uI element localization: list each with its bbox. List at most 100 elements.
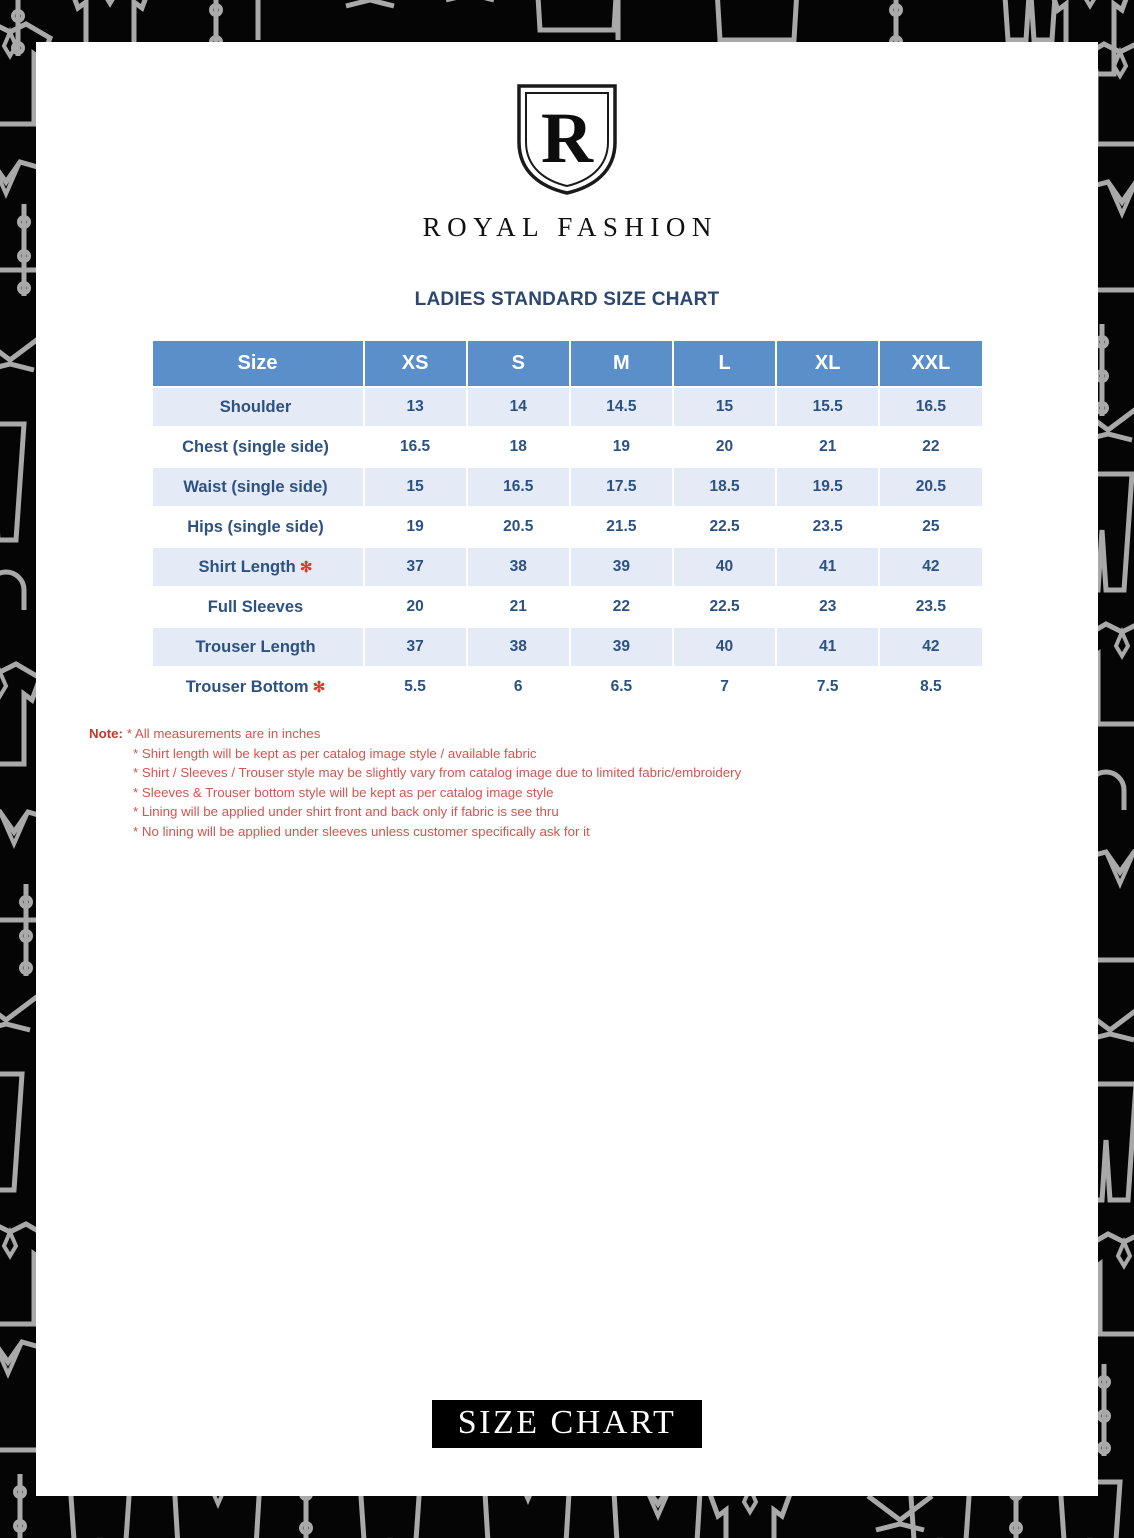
measurement-cell: 16.5 xyxy=(465,466,571,508)
page-title: LADIES STANDARD SIZE CHART xyxy=(414,289,720,310)
note-bullet: * xyxy=(133,823,139,839)
note-text: All measurements are in inches xyxy=(134,726,321,741)
column-header-xs: XS xyxy=(362,339,468,388)
measurement-cell: 21.5 xyxy=(568,506,674,548)
row-label-text: Trouser Bottom xyxy=(185,677,309,696)
note-text: Lining will be applied under shirt front… xyxy=(141,804,559,820)
note-line: * No lining will be applied under sleeve… xyxy=(133,822,1098,842)
required-asterisk-icon: ✻ xyxy=(295,558,313,576)
measurement-cell: 13 xyxy=(362,386,468,428)
note-label: Note: xyxy=(89,726,123,741)
note-line: * Sleeves & Trouser bottom style will be… xyxy=(133,783,1098,803)
measurement-cell: 40 xyxy=(671,626,778,668)
note-bullet: * xyxy=(133,784,139,800)
row-label-text: Shirt Length xyxy=(198,557,296,576)
row-label: Shoulder xyxy=(150,386,365,428)
note-line: * Lining will be applied under shirt fro… xyxy=(133,802,1098,822)
note-bullet: * xyxy=(133,745,139,761)
column-header-l: L xyxy=(671,339,778,388)
measurement-cell: 20.5 xyxy=(465,506,571,548)
required-asterisk-icon: ✻ xyxy=(308,678,326,696)
measurement-cell: 37 xyxy=(362,626,468,668)
table-row: Trouser Bottom ✻ 5.5 6 6.5 7 7.5 8.5 xyxy=(150,666,984,708)
measurement-cell: 38 xyxy=(465,546,571,588)
measurement-cell: 23 xyxy=(775,586,881,628)
measurement-cell: 41 xyxy=(775,546,881,588)
note-text: Shirt / Sleeves / Trouser style may be s… xyxy=(141,765,742,781)
note-text: No lining will be applied under sleeves … xyxy=(141,823,590,839)
row-label-text: Full Sleeves xyxy=(207,597,304,616)
measurement-cell: 40 xyxy=(671,546,778,588)
row-label-text: Shoulder xyxy=(219,397,292,416)
measurement-cell: 14 xyxy=(465,386,571,428)
size-chart-banner-label: SIZE CHART xyxy=(431,1400,703,1448)
measurement-cell: 19.5 xyxy=(775,466,881,508)
row-label: Trouser Bottom ✻ xyxy=(150,666,365,708)
row-label-text: Waist (single side) xyxy=(183,477,328,496)
row-label: Shirt Length ✻ xyxy=(150,546,365,588)
measurement-cell: 20 xyxy=(671,426,778,468)
measurement-cell: 20.5 xyxy=(878,466,984,508)
row-label: Chest (single side) xyxy=(150,426,365,468)
measurement-cell: 14.5 xyxy=(568,386,674,428)
measurement-cell: 21 xyxy=(465,586,571,628)
measurement-cell: 17.5 xyxy=(568,466,674,508)
table-row: Full Sleeves 20 21 22 22.5 23 23.5 xyxy=(150,586,984,628)
logo-letter: R xyxy=(541,98,594,178)
column-header-m: M xyxy=(568,339,674,388)
measurement-cell: 22.5 xyxy=(671,586,778,628)
column-header-xxl: XXL xyxy=(878,339,984,388)
column-header-s: S xyxy=(465,339,571,388)
note-line: Note: * All measurements are in inches xyxy=(89,724,1098,744)
note-bullet: * xyxy=(133,765,139,781)
measurement-cell: 41 xyxy=(775,626,881,668)
measurement-cell: 15 xyxy=(362,466,468,508)
measurement-cell: 22 xyxy=(568,586,674,628)
row-label: Trouser Length xyxy=(150,626,365,668)
table-row: Shoulder 13 14 14.5 15 15.5 16.5 xyxy=(150,386,984,428)
measurement-cell: 18.5 xyxy=(671,466,778,508)
measurement-cell: 23.5 xyxy=(878,586,984,628)
measurement-cell: 20 xyxy=(362,586,468,628)
table-row: Hips (single side) 19 20.5 21.5 22.5 23.5 25 xyxy=(150,506,984,548)
row-label-text: Chest (single side) xyxy=(182,437,329,456)
note-block: Note: * All measurements are in inches *… xyxy=(89,724,1098,842)
size-table-container: Size XS S M L XL XXL Shoulder 13 14 14.5 15 1… xyxy=(150,339,984,708)
measurement-cell: 6.5 xyxy=(568,666,674,708)
note-line: * Shirt / Sleeves / Trouser style may be… xyxy=(133,763,1098,783)
table-row: Shirt Length ✻ 37 38 39 40 41 42 xyxy=(150,546,984,588)
measurement-cell: 15 xyxy=(671,386,778,428)
note-line: * Shirt length will be kept as per catal… xyxy=(133,744,1098,764)
note-text: Shirt length will be kept as per catalog… xyxy=(141,745,537,761)
row-label-text: Trouser Length xyxy=(195,637,316,656)
row-label: Full Sleeves xyxy=(150,586,365,628)
size-chart-table: Size XS S M L XL XXL Shoulder 13 14 14.5 15 1… xyxy=(150,339,984,708)
size-chart-card: R ROYAL FASHION LADIES STANDARD SIZE CHA… xyxy=(36,42,1098,1496)
measurement-cell: 15.5 xyxy=(775,386,881,428)
measurement-cell: 39 xyxy=(568,626,674,668)
measurement-cell: 5.5 xyxy=(362,666,468,708)
measurement-cell: 37 xyxy=(362,546,468,588)
note-bullet: * xyxy=(126,726,132,741)
measurement-cell: 42 xyxy=(878,546,984,588)
note-bullet: * xyxy=(133,804,139,820)
measurement-cell: 38 xyxy=(465,626,571,668)
measurement-cell: 21 xyxy=(775,426,881,468)
table-row: Chest (single side) 16.5 18 19 20 21 22 xyxy=(150,426,984,468)
table-header-row: Size XS S M L XL XXL xyxy=(150,339,984,388)
footer-banner: SIZE CHART xyxy=(36,1400,1098,1448)
measurement-cell: 22 xyxy=(878,426,984,468)
measurement-cell: 22.5 xyxy=(671,506,778,548)
row-label-text: Hips (single side) xyxy=(187,517,324,536)
table-row: Waist (single side) 15 16.5 17.5 18.5 19.5 20.… xyxy=(150,466,984,508)
measurement-cell: 6 xyxy=(465,666,571,708)
measurement-cell: 19 xyxy=(362,506,468,548)
measurement-cell: 18 xyxy=(465,426,571,468)
measurement-cell: 8.5 xyxy=(878,666,984,708)
measurement-cell: 25 xyxy=(878,506,984,548)
column-header-xl: XL xyxy=(775,339,881,388)
measurement-cell: 16.5 xyxy=(878,386,984,428)
row-label: Hips (single side) xyxy=(150,506,365,548)
brand-wordmark: ROYAL FASHION xyxy=(422,212,718,242)
measurement-cell: 16.5 xyxy=(362,426,468,468)
